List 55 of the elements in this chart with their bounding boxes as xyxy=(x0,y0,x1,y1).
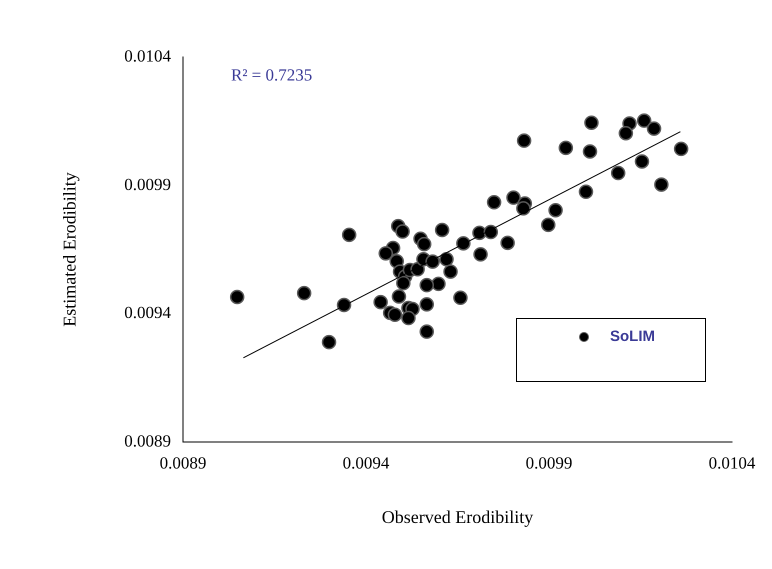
point xyxy=(395,224,410,239)
point xyxy=(578,184,594,199)
point xyxy=(646,121,662,136)
point xyxy=(610,166,626,180)
point xyxy=(230,290,244,304)
point xyxy=(486,195,502,210)
point xyxy=(336,298,352,312)
point xyxy=(484,224,498,240)
x-axis-title: Observed Erodibility xyxy=(382,506,534,527)
y-tick-label: 0.0089 xyxy=(124,431,171,450)
x-tick-label: 0.0089 xyxy=(160,454,206,473)
point xyxy=(516,201,531,216)
point xyxy=(420,324,434,339)
y-axis-title: Estimated Erodibility xyxy=(60,172,80,327)
point xyxy=(388,307,402,322)
point xyxy=(558,140,574,156)
point xyxy=(439,252,454,267)
legend-label: SoLIM xyxy=(610,328,655,346)
x-tick-label: 0.0094 xyxy=(342,454,390,473)
point xyxy=(473,247,488,262)
point xyxy=(634,154,650,169)
point xyxy=(584,115,599,130)
point xyxy=(434,222,450,238)
point xyxy=(373,294,388,310)
point xyxy=(416,236,432,252)
point xyxy=(296,286,312,300)
point xyxy=(443,264,458,279)
x-tick-label: 0.0104 xyxy=(708,454,756,473)
point xyxy=(392,289,406,304)
point xyxy=(636,113,652,128)
annotation: R² = 0.7235 xyxy=(231,65,312,84)
y-tick-label: 0.0099 xyxy=(124,174,171,194)
y-tick-label: 0.0104 xyxy=(124,46,172,66)
point xyxy=(342,228,356,242)
point xyxy=(456,236,471,251)
point xyxy=(582,144,598,159)
point xyxy=(674,142,688,156)
point xyxy=(425,254,440,269)
x-tick-label: 0.0099 xyxy=(526,454,572,473)
point xyxy=(420,297,434,312)
point xyxy=(396,276,411,290)
point xyxy=(654,177,669,192)
y-tick-label: 0.0094 xyxy=(124,303,172,322)
point xyxy=(516,133,532,148)
point xyxy=(453,290,468,306)
point xyxy=(541,218,556,232)
point xyxy=(322,334,336,350)
point xyxy=(506,190,521,205)
point xyxy=(378,246,394,261)
point xyxy=(618,126,634,140)
point xyxy=(431,276,446,292)
point xyxy=(420,278,434,292)
point xyxy=(500,236,515,250)
point xyxy=(548,202,563,218)
point xyxy=(401,310,416,326)
